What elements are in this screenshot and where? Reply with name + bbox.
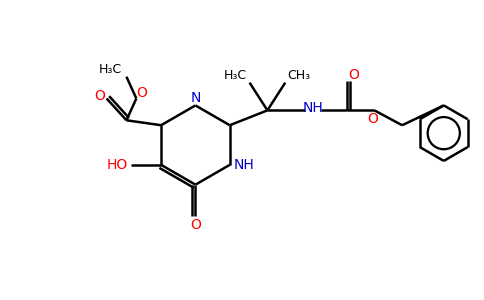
Text: H₃C: H₃C (224, 69, 247, 82)
Text: CH₃: CH₃ (287, 69, 311, 82)
Text: O: O (136, 85, 147, 100)
Text: O: O (348, 68, 359, 82)
Text: HO: HO (107, 158, 128, 172)
Text: O: O (367, 112, 378, 126)
Text: NH: NH (302, 101, 323, 116)
Text: O: O (190, 218, 201, 232)
Text: H₃C: H₃C (99, 63, 122, 76)
Text: O: O (94, 88, 105, 103)
Text: NH: NH (233, 158, 254, 172)
Text: N: N (190, 92, 201, 106)
